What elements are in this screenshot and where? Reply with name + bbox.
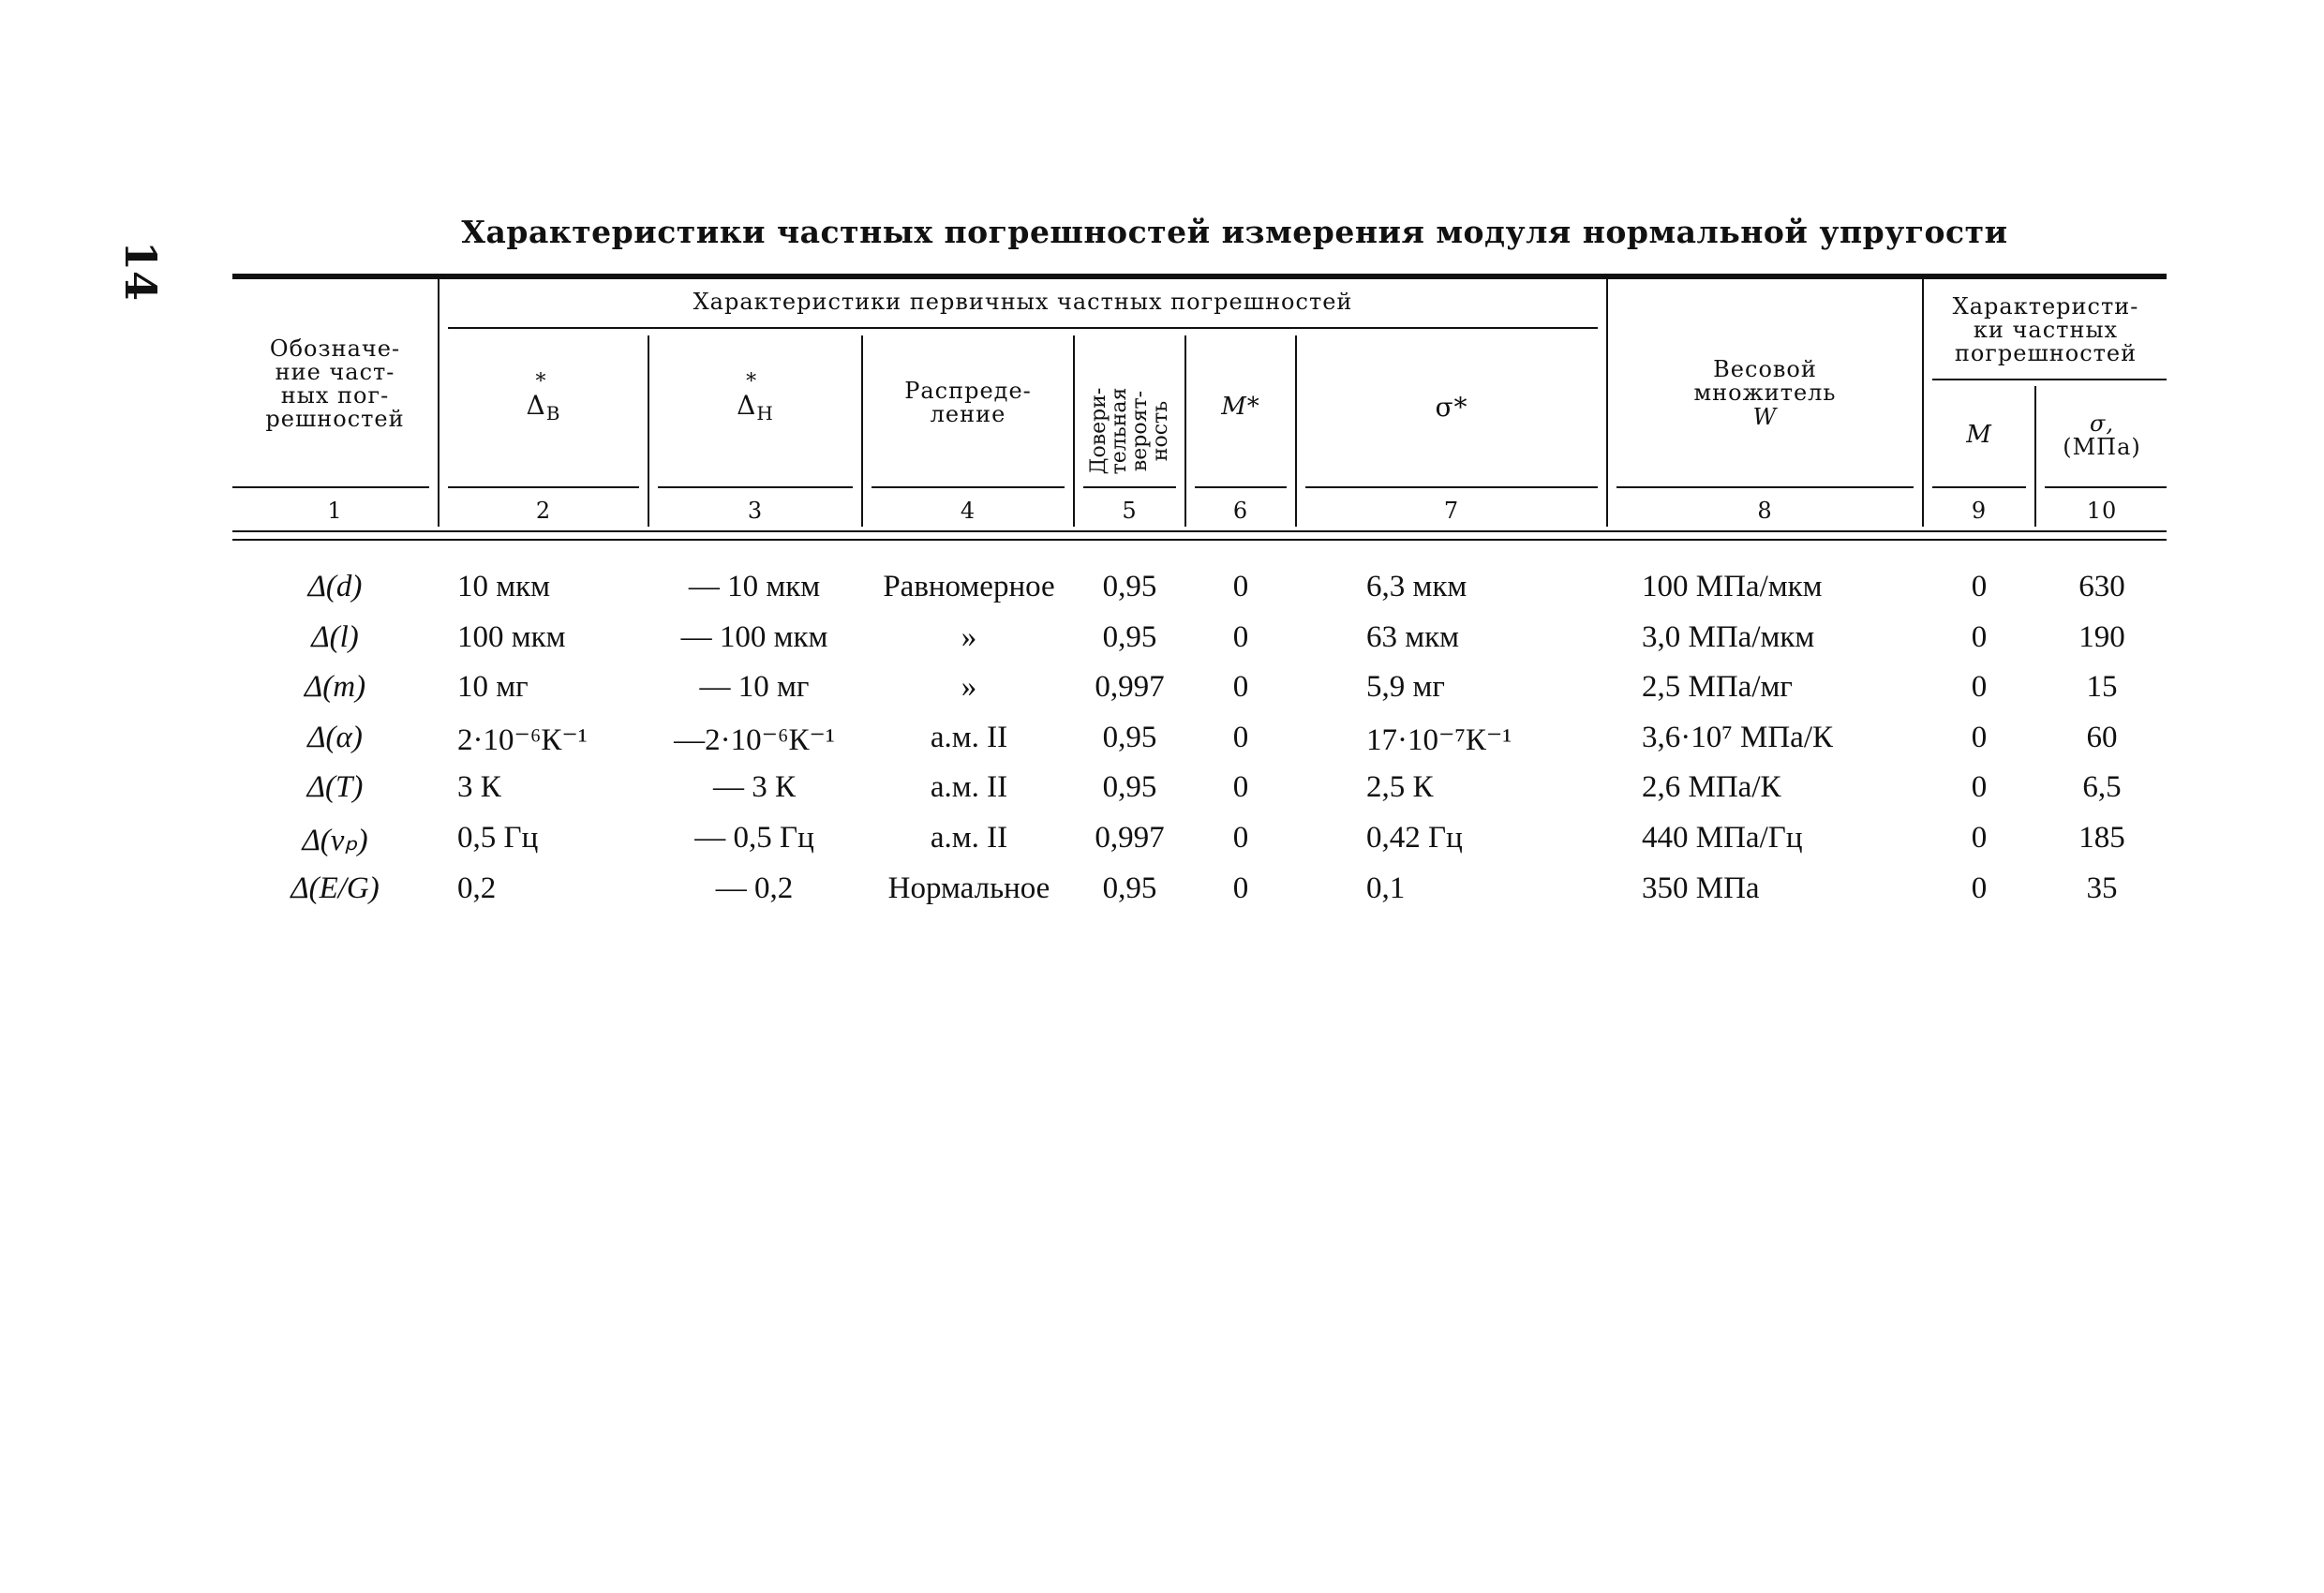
header-confidence: Довери- тельная вероят- ность: [1087, 387, 1172, 475]
cell-m-star: 0: [1232, 570, 1249, 603]
cell-symbol: Δ(m): [304, 670, 366, 705]
cell-m-star: 0: [1232, 619, 1249, 654]
col-number: 9: [1971, 498, 1988, 525]
header-designation: Обозначе- ние част- ных пог- решностей: [265, 335, 405, 433]
cell-weight: 100 МПа/мкм: [1642, 570, 1823, 603]
cell-weight: 2,6 МПа/К: [1642, 770, 1781, 805]
cell-m: 0: [1971, 619, 1988, 654]
cell-distribution: а.м. II: [930, 720, 1008, 754]
cell-sigma-star: 6,3 мкм: [1366, 570, 1467, 603]
cell-symbol: Δ(α): [307, 720, 363, 754]
cell-m: 0: [1971, 871, 1988, 905]
header-weight: Весовой множитель W: [1693, 356, 1837, 430]
cell-sigma: 60: [2086, 720, 2118, 754]
cell-delta-lower: — 0,2: [715, 871, 794, 905]
cell-confidence: 0,95: [1102, 720, 1157, 754]
header-m-star: M*: [1221, 393, 1260, 422]
cell-m-star: 0: [1232, 821, 1249, 855]
cell-sigma: 185: [2078, 821, 2125, 855]
cell-distribution: Равномерное: [883, 570, 1055, 603]
cell-delta-lower: — 10 мкм: [688, 570, 821, 603]
cell-delta-lower: — 0,5 Гц: [694, 821, 814, 855]
cell-confidence: 0,95: [1102, 619, 1157, 654]
cell-distribution: »: [961, 619, 977, 654]
cell-weight: 350 МПа: [1642, 871, 1760, 905]
cell-m-star: 0: [1232, 670, 1249, 705]
col-number: 10: [2086, 498, 2118, 525]
cell-symbol: Δ(νₚ): [302, 824, 368, 857]
cell-weight: 3,0 МПа/мкм: [1642, 619, 1815, 654]
cell-sigma: 15: [2086, 670, 2118, 705]
cell-delta-upper: 2·10⁻⁶К⁻¹: [457, 722, 588, 757]
cell-delta-upper: 100 мкм: [457, 619, 566, 654]
col-number: 1: [327, 498, 343, 525]
cell-sigma-star: 17·10⁻⁷К⁻¹: [1366, 722, 1512, 757]
cell-sigma: 630: [2078, 570, 2125, 603]
cell-delta-lower: — 100 мкм: [680, 619, 828, 654]
cell-m: 0: [1971, 821, 1988, 855]
cell-m: 0: [1971, 670, 1988, 705]
header-sigma: σ, (МПа): [2063, 409, 2141, 460]
col-number: 7: [1443, 498, 1460, 525]
cell-distribution: »: [961, 670, 977, 705]
cell-delta-upper: 0,5 Гц: [457, 821, 539, 855]
cell-sigma-star: 0,42 Гц: [1366, 821, 1463, 855]
cell-sigma: 35: [2086, 871, 2118, 905]
col-number: 4: [960, 498, 976, 525]
cell-confidence: 0,95: [1102, 871, 1157, 905]
cell-sigma: 190: [2078, 619, 2125, 654]
cell-delta-lower: — 3 К: [712, 770, 796, 805]
col-number: 6: [1232, 498, 1249, 525]
cell-delta-upper: 3 К: [457, 770, 501, 805]
cell-sigma-star: 5,9 мг: [1366, 670, 1445, 705]
cell-weight: 440 МПа/Гц: [1642, 821, 1803, 855]
col-number: 8: [1757, 498, 1773, 525]
cell-delta-upper: 0,2: [457, 871, 497, 905]
header-distribution: Распреде- ление: [904, 377, 1032, 427]
cell-distribution: а.м. II: [930, 770, 1008, 805]
header-delta-lower: * ΔН: [737, 370, 774, 424]
cell-confidence: 0,997: [1095, 821, 1165, 855]
cell-distribution: а.м. II: [930, 821, 1008, 855]
cell-delta-lower: — 10 мг: [699, 670, 810, 705]
cell-sigma-star: 63 мкм: [1366, 619, 1460, 654]
cell-sigma: 6,5: [2082, 770, 2122, 805]
cell-m-star: 0: [1232, 871, 1249, 905]
cell-symbol: Δ(T): [306, 770, 364, 805]
cell-delta-upper: 10 мг: [457, 670, 529, 705]
cell-symbol: Δ(l): [311, 619, 359, 654]
cell-delta-lower: —2·10⁻⁶К⁻¹: [674, 722, 835, 757]
cell-m: 0: [1971, 720, 1988, 754]
cell-delta-upper: 10 мкм: [457, 570, 551, 603]
header-delta-upper: * ΔВ: [526, 370, 561, 424]
header-sigma-star: σ*: [1435, 392, 1468, 424]
cell-confidence: 0,95: [1102, 770, 1157, 805]
cell-confidence: 0,95: [1102, 570, 1157, 603]
cell-sigma-star: 2,5 К: [1366, 770, 1434, 805]
cell-distribution: Нормальное: [887, 871, 1050, 905]
table-title: Характеристики частных погрешностей изме…: [461, 214, 2008, 250]
col-number: 5: [1122, 498, 1138, 525]
header-m: M: [1966, 421, 1992, 450]
col-number: 2: [535, 498, 552, 525]
cell-m: 0: [1971, 570, 1988, 603]
cell-weight: 2,5 МПа/мг: [1642, 670, 1793, 705]
cell-symbol: Δ(d): [307, 570, 363, 603]
col-number: 3: [747, 498, 764, 525]
cell-sigma-star: 0,1: [1366, 871, 1406, 905]
cell-symbol: Δ(E/G): [290, 871, 380, 905]
cell-m-star: 0: [1232, 770, 1249, 805]
cell-m: 0: [1971, 770, 1988, 805]
cell-confidence: 0,997: [1095, 670, 1165, 705]
header-partial-group: Характеристи- ки частных погрешностей: [1952, 292, 2139, 367]
cell-m-star: 0: [1232, 720, 1249, 754]
header-primary-group: Характеристики первичных частных погрешн…: [693, 289, 1353, 316]
cell-weight: 3,6·10⁷ МПа/К: [1642, 720, 1833, 754]
